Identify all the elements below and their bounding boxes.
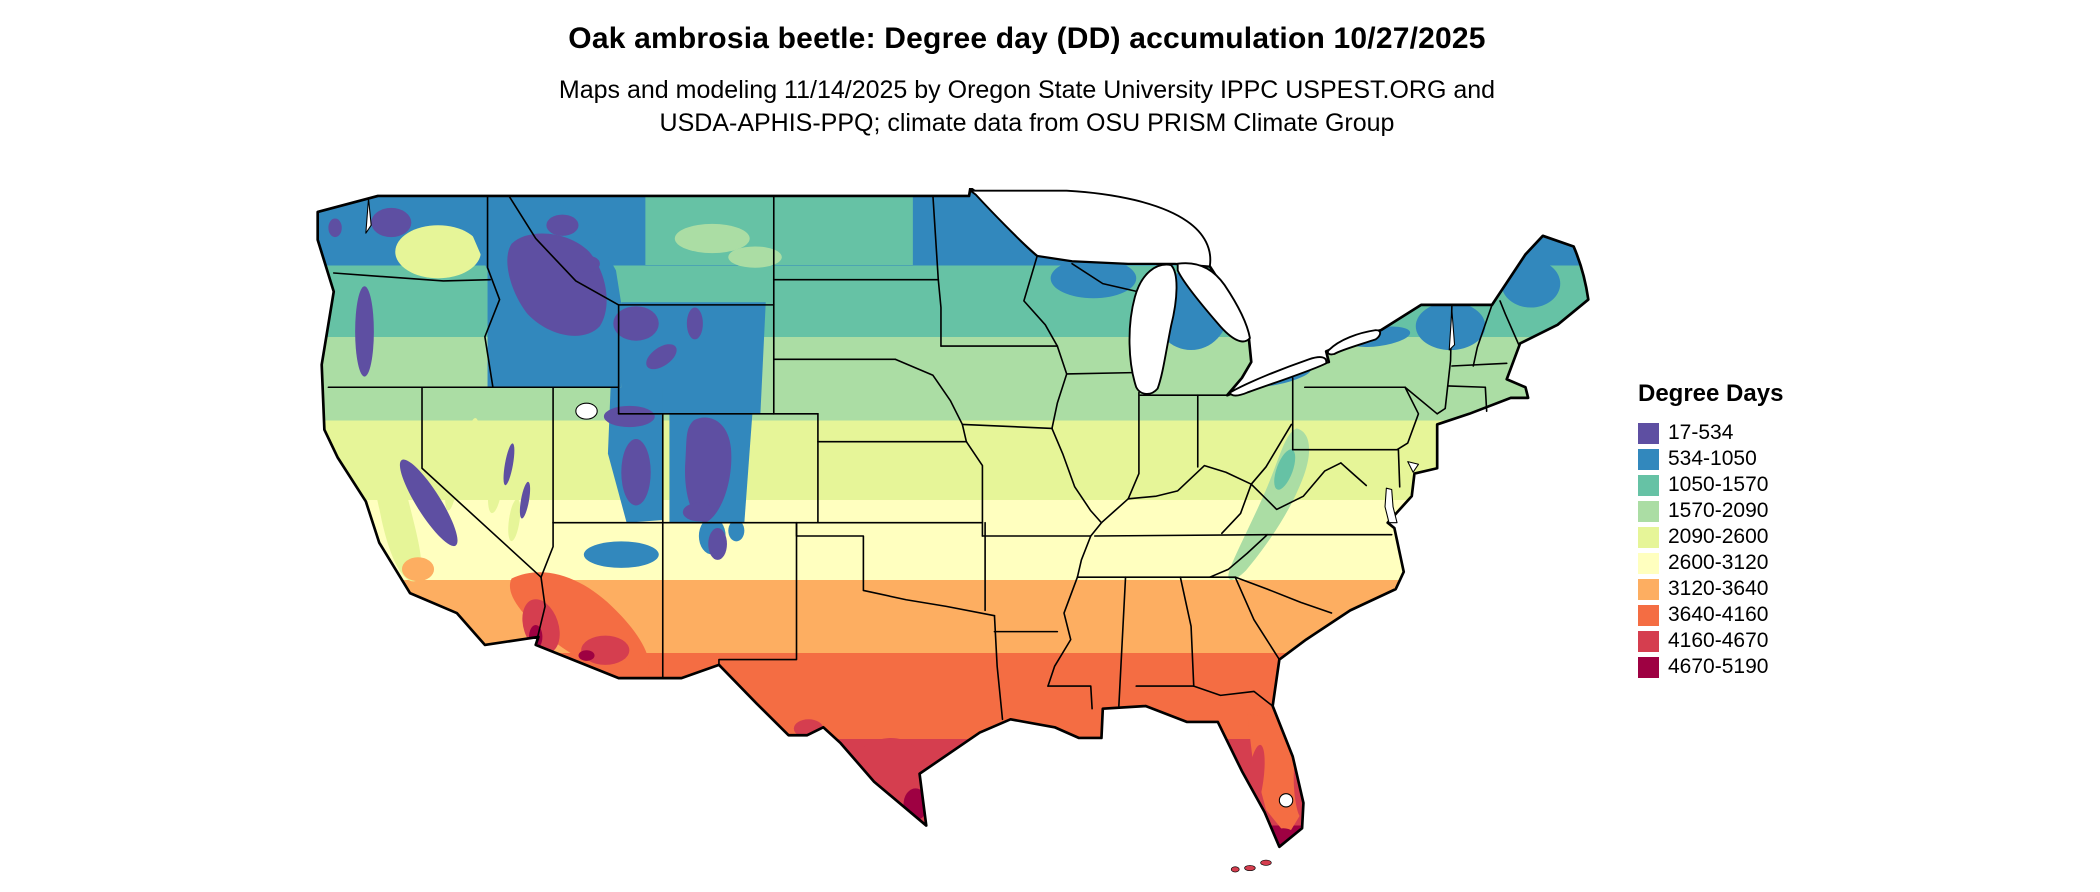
- lake-huron: [1176, 262, 1251, 343]
- puget-sound: [365, 198, 372, 234]
- legend-label: 2090-2600: [1668, 525, 1769, 548]
- legend-row: 1570-2090: [1638, 498, 1783, 524]
- state-borders: [327, 195, 1520, 721]
- us-degree-day-map: [311, 188, 1595, 884]
- legend-label: 4160-4670: [1668, 629, 1769, 652]
- conus-map-svg: [316, 188, 1590, 873]
- lake-okeechobee: [1278, 793, 1294, 808]
- map-subtitle-line1: Maps and modeling 11/14/2025 by Oregon S…: [558, 76, 1496, 104]
- legend-swatch: [1638, 552, 1659, 574]
- chesapeake-bay: [1384, 487, 1398, 524]
- legend-label: 3120-3640: [1668, 577, 1769, 600]
- legend-row: 3120-3640: [1638, 576, 1783, 602]
- legend-title: Degree Days: [1638, 380, 1784, 407]
- lake-superior: [969, 189, 1212, 268]
- great-salt-lake: [575, 402, 598, 420]
- legend-row: 4160-4670: [1638, 628, 1783, 654]
- legend-row: 2600-3120: [1638, 550, 1783, 576]
- great-lakes: [365, 189, 1456, 808]
- legend-row: 2090-2600: [1638, 524, 1783, 550]
- legend-swatch: [1638, 656, 1659, 678]
- legend-swatch: [1638, 526, 1659, 548]
- lake-michigan: [1128, 263, 1178, 395]
- lake-champlain: [1448, 309, 1456, 351]
- legend-swatch: [1638, 604, 1659, 626]
- lake-ontario: [1326, 329, 1382, 356]
- map-subtitle-line2: USDA-APHIS-PPQ; climate data from OSU PR…: [659, 109, 1395, 137]
- legend-label: 17-534: [1668, 421, 1734, 444]
- legend-label: 1050-1570: [1668, 473, 1769, 496]
- legend-swatch: [1638, 500, 1659, 522]
- header: Oak ambrosia beetle: Degree day (DD) acc…: [0, 22, 2077, 140]
- delaware-bay: [1407, 461, 1419, 473]
- map-title: Oak ambrosia beetle: Degree day (DD) acc…: [568, 22, 1486, 55]
- legend-swatch: [1638, 422, 1659, 444]
- legend-swatch: [1638, 578, 1659, 600]
- legend-row: 4670-5190: [1638, 654, 1783, 680]
- legend-label: 1570-2090: [1668, 499, 1769, 522]
- legend-label: 3640-4160: [1668, 603, 1769, 626]
- legend-row: 534-1050: [1638, 446, 1783, 472]
- legend-entries: 17-534 534-1050 1050-1570 1570-2090 2090-260…: [1638, 420, 1783, 680]
- legend-row: 1050-1570: [1638, 472, 1783, 498]
- legend-row: 17-534: [1638, 420, 1783, 446]
- degree-day-raster: [317, 188, 1589, 847]
- lake-erie: [1228, 356, 1328, 397]
- map-subtitle: Maps and modeling 11/14/2025 by Oregon S…: [0, 74, 2077, 140]
- legend-swatch: [1638, 630, 1659, 652]
- legend-swatch: [1638, 474, 1659, 496]
- legend-row: 3640-4160: [1638, 602, 1783, 628]
- legend-label: 4670-5190: [1668, 655, 1769, 678]
- legend-label: 2600-3120: [1668, 551, 1769, 574]
- map-legend: Degree Days 17-534 534-1050 1050-1570 1570-…: [1638, 380, 1783, 680]
- legend-label: 534-1050: [1668, 447, 1757, 470]
- florida-keys: [1230, 859, 1272, 873]
- legend-swatch: [1638, 448, 1659, 470]
